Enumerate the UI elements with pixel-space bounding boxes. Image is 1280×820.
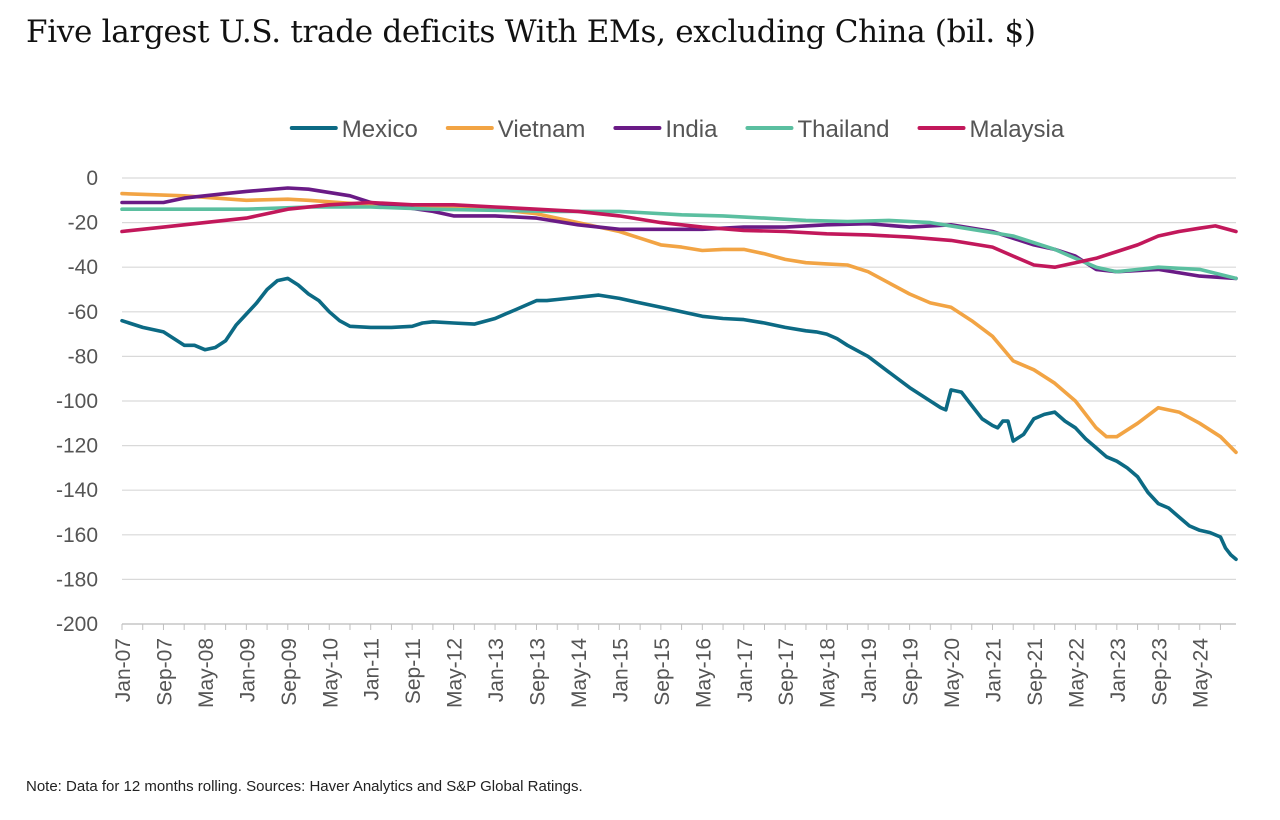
- x-tick-label: May-18: [817, 638, 840, 708]
- series-line-vietnam: [120, 191, 1238, 455]
- x-tick-label: May-22: [1065, 638, 1088, 708]
- y-tick-label: -80: [68, 345, 98, 368]
- x-tick-label: Jan-13: [485, 638, 508, 702]
- x-tick-label: Sep-19: [900, 638, 923, 706]
- x-tick-label: Sep-07: [153, 638, 176, 706]
- x-tick-label: Jan-21: [982, 638, 1005, 702]
- legend-item-vietnam: Vietnam: [445, 116, 586, 143]
- y-tick-label: -160: [56, 524, 98, 547]
- x-tick-label: May-16: [692, 638, 715, 708]
- x-tick-label: Jan-17: [734, 638, 757, 702]
- legend: Mexico Vietnam India Thailand Malaysia: [289, 116, 1065, 143]
- x-tick-label: Jan-15: [609, 638, 632, 702]
- series-line-malaysia: [120, 200, 1238, 269]
- x-tick-label: Sep-09: [278, 638, 301, 706]
- y-tick-label: -120: [56, 435, 98, 458]
- grid-lines: [122, 177, 1236, 625]
- series-line-mexico: [120, 276, 1238, 562]
- legend-label: Vietnam: [498, 116, 586, 143]
- x-tick-label: Jan-07: [112, 638, 135, 702]
- legend-item-india: India: [613, 116, 718, 143]
- y-tick-label: -60: [68, 301, 98, 324]
- y-tick-label: 0: [86, 167, 98, 190]
- x-tick-label: May-12: [444, 638, 467, 708]
- y-tick-label: -40: [68, 256, 98, 279]
- legend-item-mexico: Mexico: [289, 116, 418, 143]
- x-tick-label: Jan-19: [858, 638, 881, 702]
- x-tick-label: May-24: [1190, 638, 1213, 708]
- line-chart: 0 -20 -40 -60 -80 -100 -120 -140 -160 -180 -200 Ja…: [56, 116, 1238, 708]
- legend-label: Mexico: [342, 116, 418, 143]
- series-line-thailand: [120, 205, 1238, 281]
- x-tick-label: Jan-23: [1107, 638, 1130, 702]
- x-tick-label: Sep-17: [775, 638, 798, 706]
- x-axis: Jan-07 Sep-07 May-08 Jan-09 Sep-09 May-10 Jan-…: [112, 623, 1236, 708]
- y-tick-label: -180: [56, 568, 98, 591]
- y-tick-label: -200: [56, 613, 98, 636]
- x-tick-label: Sep-13: [527, 638, 550, 706]
- x-tick-label: May-20: [941, 638, 964, 708]
- x-tick-label: Jan-11: [361, 638, 384, 701]
- y-tick-label: -140: [56, 479, 98, 502]
- x-tick-label: May-14: [568, 638, 591, 708]
- x-tick-label: Jan-09: [236, 638, 259, 702]
- x-tick-label: May-08: [195, 638, 218, 708]
- chart-title: Five largest U.S. trade deficits With EM…: [26, 14, 1036, 50]
- y-axis: 0 -20 -40 -60 -80 -100 -120 -140 -160 -180 -200: [56, 167, 98, 636]
- x-tick-label: Sep-23: [1148, 638, 1171, 706]
- x-tick-label: May-10: [319, 638, 342, 708]
- legend-item-thailand: Thailand: [745, 116, 890, 143]
- legend-label: Malaysia: [970, 116, 1065, 143]
- legend-label: Thailand: [797, 116, 889, 143]
- legend-label: India: [665, 116, 718, 143]
- x-tick-label: Sep-21: [1024, 638, 1047, 706]
- legend-item-malaysia: Malaysia: [917, 116, 1065, 143]
- y-tick-label: -20: [68, 212, 98, 235]
- y-tick-label: -100: [56, 390, 98, 413]
- chart-note: Note: Data for 12 months rolling. Source…: [26, 778, 583, 795]
- x-tick-label: Sep-11: [402, 638, 425, 704]
- series-lines: [120, 186, 1238, 562]
- x-tick-label: Sep-15: [651, 638, 674, 706]
